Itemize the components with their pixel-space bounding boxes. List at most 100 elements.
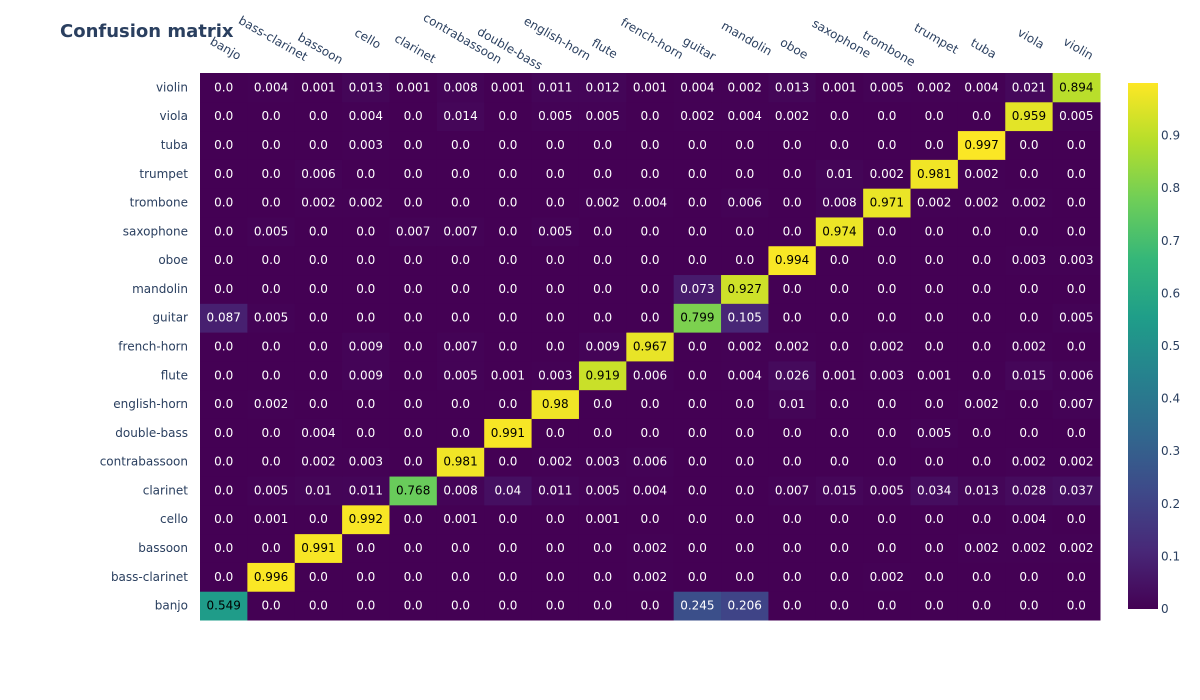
cell-value-label: 0.005 <box>254 224 288 238</box>
cell-value-label: 0.0 <box>688 397 707 411</box>
heatmap-cell <box>863 188 912 218</box>
heatmap-cell <box>1052 389 1101 419</box>
cell-value-label: 0.0 <box>640 311 659 325</box>
cell-value-label: 0.0 <box>262 455 281 469</box>
heatmap-cell <box>768 447 817 477</box>
cell-value-label: 0.0 <box>498 599 517 613</box>
cell-value-label: 0.0 <box>1019 138 1038 152</box>
cell-value-label: 0.0 <box>783 224 802 238</box>
cell-value-label: 0.0 <box>214 483 233 497</box>
heatmap-cell <box>578 562 627 592</box>
heatmap-cell <box>768 101 817 132</box>
cell-value-label: 0.003 <box>1059 253 1093 267</box>
heatmap-cell <box>1005 130 1054 160</box>
heatmap-cell <box>957 159 1006 189</box>
heatmap-cell <box>1005 360 1054 391</box>
cell-value-label: 0.011 <box>538 80 572 94</box>
cell-value-label: 0.0 <box>1019 167 1038 181</box>
cell-value-label: 0.0 <box>546 311 565 325</box>
heatmap-cell <box>626 447 675 477</box>
cell-value-label: 0.967 <box>633 340 667 354</box>
heatmap-cell <box>626 303 675 333</box>
heatmap-cell <box>531 418 580 448</box>
heatmap-cell <box>578 159 627 189</box>
heatmap-cell <box>1005 447 1054 477</box>
cell-value-label: 0.0 <box>546 282 565 296</box>
heatmap-cell <box>1052 130 1101 160</box>
colorbar-tick-label: 0.2 <box>1161 497 1180 511</box>
cell-value-label: 0.0 <box>830 426 849 440</box>
cell-value-label: 0.002 <box>633 570 667 584</box>
cell-value-label: 0.0 <box>783 512 802 526</box>
heatmap-cell <box>294 274 343 304</box>
heatmap-cell <box>436 303 485 333</box>
heatmap-cell <box>247 73 296 103</box>
heatmap-cell <box>721 562 769 592</box>
cell-value-label: 0.0 <box>972 426 991 440</box>
heatmap-cell <box>910 360 959 391</box>
cell-value-label: 0.0 <box>877 455 896 469</box>
cell-value-label: 0.0 <box>1067 196 1086 210</box>
heatmap-cell <box>436 332 485 362</box>
heatmap-cell <box>1005 188 1054 218</box>
heatmap-cell <box>673 476 722 506</box>
y-tick-label: cello <box>160 512 188 526</box>
heatmap-cell <box>294 504 343 535</box>
cell-value-label: 0.0 <box>214 253 233 267</box>
heatmap-cell <box>294 130 343 160</box>
heatmap-cell <box>484 216 533 247</box>
heatmap-cell <box>294 73 343 103</box>
heatmap-cell <box>957 389 1006 419</box>
cell-value-label: 0.0 <box>1019 426 1038 440</box>
cell-value-label: 0.001 <box>633 80 667 94</box>
cell-value-label: 0.002 <box>1059 541 1093 555</box>
cell-value-label: 0.0 <box>972 368 991 382</box>
cell-value-label: 0.0 <box>972 340 991 354</box>
heatmap-cell <box>578 130 627 160</box>
cell-value-label: 0.0 <box>877 541 896 555</box>
heatmap-cell <box>1005 303 1054 333</box>
heatmap-cell <box>910 188 959 218</box>
heatmap-cell <box>484 591 533 621</box>
cell-value-label: 0.004 <box>680 80 714 94</box>
cell-value-label: 0.0 <box>309 109 328 123</box>
cell-value-label: 0.002 <box>917 196 951 210</box>
heatmap-cell <box>910 447 959 477</box>
cell-value-label: 0.004 <box>728 109 762 123</box>
cell-value-label: 0.0 <box>688 167 707 181</box>
heatmap-cell <box>768 245 817 276</box>
heatmap-cell <box>815 533 864 563</box>
colorbar-tick-label: 0 <box>1161 602 1169 616</box>
cell-value-label: 0.0 <box>498 196 517 210</box>
cell-value-label: 0.0 <box>498 311 517 325</box>
heatmap-cell <box>484 360 533 391</box>
cell-value-label: 0.002 <box>728 340 762 354</box>
cell-value-label: 0.206 <box>728 599 762 613</box>
heatmap-cell <box>436 159 485 189</box>
cell-value-label: 0.0 <box>925 397 944 411</box>
y-tick-label: flute <box>161 368 188 382</box>
heatmap-cell <box>1052 332 1101 362</box>
cell-value-label: 0.0 <box>404 512 423 526</box>
heatmap-cell <box>436 188 485 218</box>
cell-value-label: 0.0 <box>214 397 233 411</box>
heatmap-cell <box>389 504 438 535</box>
cell-value-label: 0.0 <box>830 311 849 325</box>
cell-value-label: 0.768 <box>396 483 430 497</box>
heatmap-cell <box>1005 73 1054 103</box>
heatmap-cell <box>910 332 959 362</box>
heatmap-cell <box>957 73 1006 103</box>
cell-value-label: 0.003 <box>349 138 383 152</box>
heatmap-cell <box>863 476 912 506</box>
cell-value-label: 0.0 <box>688 426 707 440</box>
heatmap-cell <box>768 389 817 419</box>
cell-value-label: 0.0 <box>498 340 517 354</box>
heatmap-cell <box>626 360 675 391</box>
cell-value-label: 0.037 <box>1059 483 1093 497</box>
cell-value-label: 0.0 <box>925 541 944 555</box>
cell-value-label: 0.0 <box>546 426 565 440</box>
heatmap-cell <box>200 101 248 132</box>
cell-value-label: 0.0 <box>640 109 659 123</box>
heatmap-cell <box>1005 216 1054 247</box>
heatmap-cell <box>910 303 959 333</box>
